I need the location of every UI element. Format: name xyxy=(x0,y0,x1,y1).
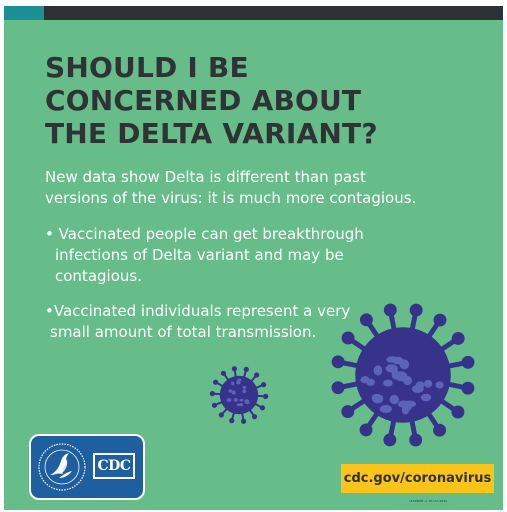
headline-line-2: CONCERNED ABOUT xyxy=(45,84,362,117)
cdc-wordmark: CDC xyxy=(93,453,135,479)
bullet-1-line-2: infections of Delta variant and may be xyxy=(55,246,344,264)
hhs-cdc-logo: CDC xyxy=(29,434,145,500)
intro-paragraph: New data show Delta is different than pa… xyxy=(45,167,485,209)
bullet-2-line-2: small amount of total transmission. xyxy=(50,323,317,341)
bullet-1-line-1: • Vaccinated people can get breakthrough xyxy=(45,225,364,243)
bullet-breakthrough: • Vaccinated people can get breakthrough… xyxy=(45,224,375,287)
top-bar-accent xyxy=(4,6,44,20)
bullet-transmission: •Vaccinated individuals represent a very… xyxy=(45,301,375,343)
bullet-2-line-1: •Vaccinated individuals represent a very xyxy=(45,302,351,320)
top-bar xyxy=(4,6,503,20)
intro-line-2: versions of the virus: it is much more c… xyxy=(45,189,417,207)
headline: SHOULD I BE CONCERNED ABOUT THE DELTA VA… xyxy=(45,51,378,150)
headline-line-1: SHOULD I BE xyxy=(45,51,249,84)
bullet-1-line-3: contagious. xyxy=(55,267,142,285)
publication-code: CS329895-A 07/27/2021 xyxy=(409,499,447,503)
headline-line-3: THE DELTA VARIANT? xyxy=(45,117,378,150)
intro-line-1: New data show Delta is different than pa… xyxy=(45,168,366,186)
infographic-card: SHOULD I BE CONCERNED ABOUT THE DELTA VA… xyxy=(4,6,503,510)
coronavirus-small-icon xyxy=(209,366,269,424)
hhs-eagle-icon xyxy=(38,443,86,491)
url-badge: cdc.gov/coronavirus xyxy=(341,464,494,493)
coronavirus-large-icon xyxy=(331,303,475,447)
